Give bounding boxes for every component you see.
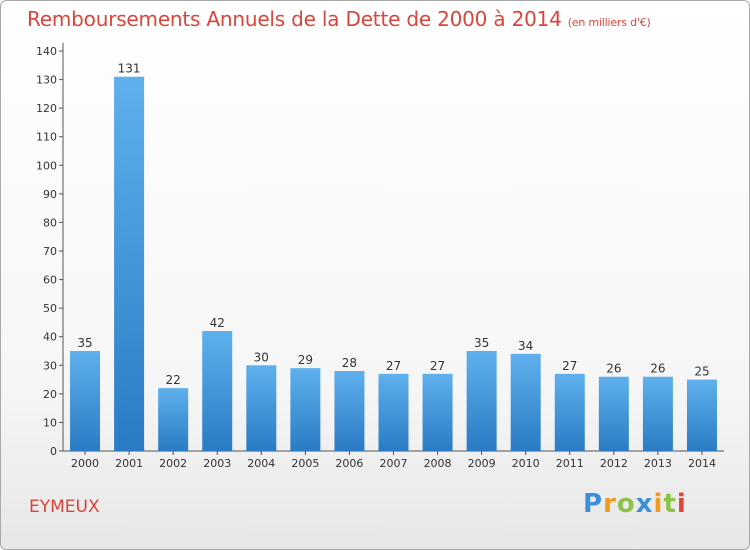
data-label: 35	[77, 336, 92, 350]
y-tick-label: 0	[50, 445, 57, 458]
x-tick-label: 2006	[335, 457, 363, 470]
bars	[70, 76, 717, 451]
bar	[114, 76, 145, 451]
bar	[510, 353, 541, 451]
data-label: 35	[474, 336, 489, 350]
y-tick-label: 10	[43, 416, 57, 429]
x-tick-label: 2000	[71, 457, 99, 470]
x-tick-label: 2004	[247, 457, 275, 470]
bar	[598, 376, 629, 451]
y-tick-label: 80	[43, 216, 57, 229]
x-tick-label: 2002	[159, 457, 187, 470]
x-tick-label: 2001	[115, 457, 143, 470]
x-tick-label: 2009	[468, 457, 496, 470]
bar	[554, 373, 585, 451]
logo-letter: x	[635, 489, 654, 519]
y-tick-label: 90	[43, 188, 57, 201]
y-tick-label: 20	[43, 388, 57, 401]
logo-letter: P	[583, 489, 604, 519]
bar	[334, 371, 365, 451]
y-tick-label: 110	[36, 131, 57, 144]
x-tick-label: 2005	[291, 457, 319, 470]
y-tick-label: 60	[43, 274, 57, 287]
x-tick-label: 2011	[556, 457, 584, 470]
bar	[422, 373, 453, 451]
bar	[70, 351, 101, 451]
bar	[686, 379, 717, 451]
logo-letter: i	[676, 489, 687, 519]
y-tick-label: 140	[36, 45, 57, 58]
bar	[378, 373, 409, 451]
y-tick-label: 130	[36, 74, 57, 87]
title-text: Remboursements Annuels de la Dette de 20…	[27, 7, 562, 31]
data-label: 34	[518, 339, 533, 353]
logo-letter: t	[663, 489, 677, 519]
x-tick-label: 2010	[512, 457, 540, 470]
data-label: 27	[562, 359, 577, 373]
bar	[158, 388, 189, 451]
logo-letter: i	[653, 489, 664, 519]
data-label: 28	[342, 356, 357, 370]
axes: 0 10 20 30 40 50 60 70 80 90 100 110 120 130 140 2000 20…	[36, 43, 724, 470]
bar	[290, 368, 321, 451]
data-label: 42	[210, 316, 225, 330]
y-tick-label: 100	[36, 159, 57, 172]
bar	[202, 331, 233, 451]
bar-chart: 0 10 20 30 40 50 60 70 80 90 100 110 120 130 140 2000 20…	[36, 43, 724, 470]
y-tick-label: 50	[43, 302, 57, 315]
data-label: 22	[166, 373, 181, 387]
y-tick-label: 70	[43, 245, 57, 258]
data-label: 30	[254, 350, 269, 364]
logo-letter: o	[616, 489, 636, 519]
bar	[466, 351, 497, 451]
x-tick-label: 2007	[380, 457, 408, 470]
x-tick-label: 2012	[600, 457, 628, 470]
bar	[246, 365, 277, 451]
data-label: 131	[118, 62, 141, 76]
data-label: 26	[606, 362, 621, 376]
x-tick-label: 2008	[424, 457, 452, 470]
x-tick-label: 2003	[203, 457, 231, 470]
unit-label: (en milliers d'€)	[567, 16, 651, 29]
logo-letter: r	[603, 489, 617, 519]
y-tick-label: 30	[43, 359, 57, 372]
data-labels: 35 131 22 42 30 29 28 27 27 35 34 27 26 26 25	[77, 62, 709, 387]
y-tick-label: 40	[43, 331, 57, 344]
proxiti-logo: Proxiti	[583, 489, 687, 519]
data-label: 29	[298, 353, 313, 367]
data-label: 27	[386, 359, 401, 373]
commune-name: EYMEUX	[29, 497, 100, 517]
bar	[642, 376, 673, 451]
x-tick-label: 2014	[688, 457, 716, 470]
chart-title: Remboursements Annuels de la Dette de 20…	[27, 7, 651, 31]
x-tick-label: 2013	[644, 457, 672, 470]
data-label: 26	[650, 362, 665, 376]
data-label: 27	[430, 359, 445, 373]
data-label: 25	[694, 365, 709, 379]
y-tick-label: 120	[36, 102, 57, 115]
